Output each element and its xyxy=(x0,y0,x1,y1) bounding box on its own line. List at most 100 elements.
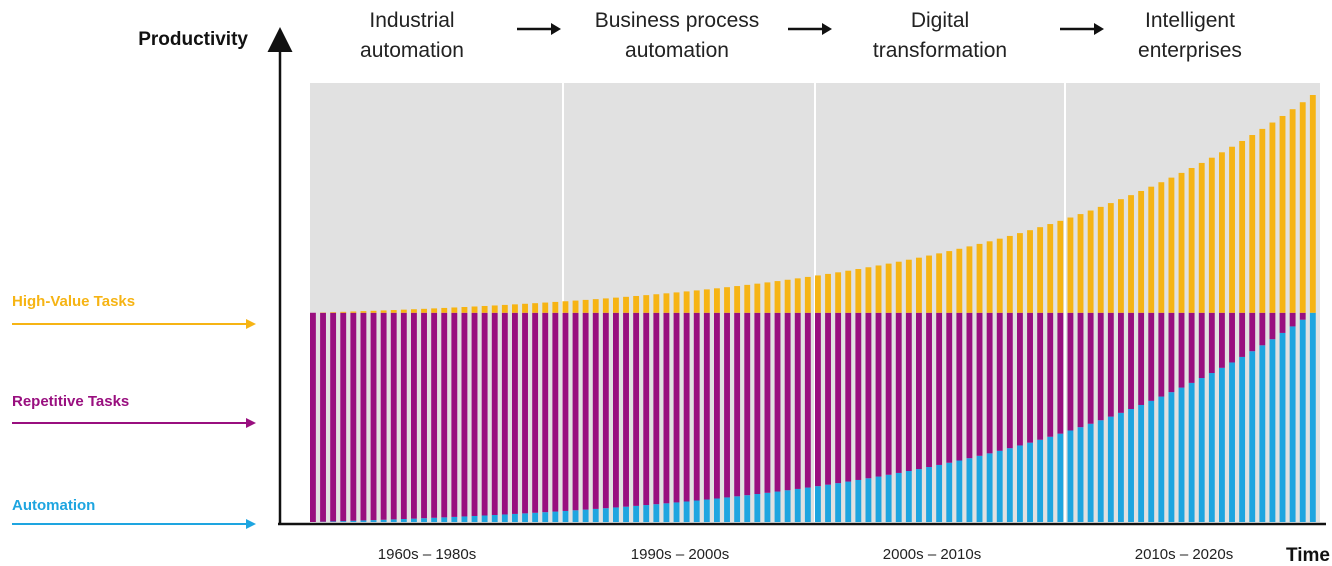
era-header-1: Business process automation xyxy=(595,9,760,62)
era-arrow-icon xyxy=(517,23,561,35)
bar-segment-repetitive xyxy=(1249,312,1256,352)
bar-48 xyxy=(794,278,801,522)
bar-segment-automation xyxy=(552,511,559,522)
bar-65 xyxy=(966,246,973,522)
bar-21 xyxy=(522,303,528,522)
bar-segment-repetitive xyxy=(926,312,932,468)
bar-segment-high-value xyxy=(734,286,741,313)
bar-96 xyxy=(1279,115,1286,522)
bar-segment-high-value xyxy=(1188,167,1195,313)
bar-segment-high-value xyxy=(905,259,912,313)
bar-segment-automation xyxy=(895,472,902,522)
bar-segment-automation xyxy=(835,483,842,522)
bar-90 xyxy=(1219,152,1225,522)
bar-85 xyxy=(1168,177,1175,522)
bar-56 xyxy=(875,265,882,522)
bar-segment-automation xyxy=(411,518,417,522)
bar-segment-high-value xyxy=(532,303,539,313)
bar-segment-repetitive xyxy=(875,312,882,477)
bar-segment-repetitive xyxy=(400,312,407,519)
legend-arrowhead-icon xyxy=(246,319,256,329)
bar-segment-repetitive xyxy=(1077,312,1084,428)
bar-segment-repetitive xyxy=(815,312,821,487)
bar-segment-automation xyxy=(1107,416,1114,522)
legend-label: Automation xyxy=(12,497,95,514)
bar-segment-repetitive xyxy=(956,312,963,461)
bar-segment-high-value xyxy=(552,301,559,313)
bar-91 xyxy=(1229,146,1235,522)
bar-52 xyxy=(835,272,842,522)
bar-segment-high-value xyxy=(885,263,892,313)
bar-segment-high-value xyxy=(400,309,407,313)
bar-segment-repetitive xyxy=(340,312,347,522)
bar-segment-repetitive xyxy=(1239,312,1246,357)
legend-repetitive: Repetitive Tasks xyxy=(12,393,256,428)
bar-89 xyxy=(1208,157,1215,522)
bar-26 xyxy=(572,300,579,522)
bar-segment-repetitive xyxy=(885,312,892,475)
bar-segment-automation xyxy=(764,492,771,522)
bar-segment-automation xyxy=(1259,345,1266,522)
bar-segment-automation xyxy=(602,508,609,522)
bar-segment-automation xyxy=(875,476,882,522)
bar-segment-high-value xyxy=(1289,109,1296,313)
bar-segment-repetitive xyxy=(653,312,660,505)
era-arrow-icon xyxy=(1060,23,1104,35)
era-header-3: Intelligent enterprises xyxy=(1138,9,1242,62)
bar-38 xyxy=(693,290,700,522)
bar-53 xyxy=(845,270,852,522)
bar-segment-repetitive xyxy=(1219,312,1225,368)
bar-55 xyxy=(865,267,872,522)
era-label-line2: automation xyxy=(360,39,464,62)
bar-segment-high-value xyxy=(461,307,468,313)
bar-segment-high-value xyxy=(411,309,417,313)
bar-segment-repetitive xyxy=(683,312,690,502)
bar-segment-automation xyxy=(512,513,518,522)
bar-87 xyxy=(1188,167,1195,522)
bar-segment-repetitive xyxy=(825,312,831,485)
y-axis-label: Productivity xyxy=(138,29,248,50)
bar-segment-repetitive xyxy=(784,312,791,491)
bar-segment-repetitive xyxy=(411,312,417,519)
bar-segment-repetitive xyxy=(714,312,720,499)
bar-segment-automation xyxy=(582,509,589,522)
bar-88 xyxy=(1198,162,1205,522)
period-label: 1960s – 1980s xyxy=(378,546,476,563)
bar-segment-high-value xyxy=(471,306,478,313)
bar-segment-repetitive xyxy=(330,312,337,522)
bar-31 xyxy=(623,296,629,522)
bar-segment-high-value xyxy=(623,296,629,313)
bar-segment-high-value xyxy=(1178,172,1185,313)
bar-segment-high-value xyxy=(996,238,1003,313)
bar-segment-high-value xyxy=(663,293,670,313)
bar-segment-repetitive xyxy=(1259,312,1266,346)
period-label: 2010s – 2020s xyxy=(1135,546,1233,563)
bar-73 xyxy=(1047,224,1054,522)
bar-segment-repetitive xyxy=(441,312,448,518)
bar-segment-high-value xyxy=(794,278,801,313)
bar-segment-automation xyxy=(1188,382,1195,522)
bar-59 xyxy=(905,259,912,522)
bar-segment-repetitive xyxy=(794,312,801,489)
bar-10 xyxy=(411,309,417,522)
bar-segment-repetitive xyxy=(552,312,559,512)
bar-segment-automation xyxy=(431,517,438,522)
bar-segment-repetitive xyxy=(1198,312,1205,379)
bar-segment-automation xyxy=(400,519,407,522)
bar-4 xyxy=(350,311,357,522)
bar-45 xyxy=(764,282,771,522)
bar-36 xyxy=(673,292,680,522)
bar-segment-automation xyxy=(522,513,528,522)
bar-62 xyxy=(936,253,943,522)
bar-segment-high-value xyxy=(815,275,821,313)
era-label-line2: automation xyxy=(625,39,729,62)
bar-segment-repetitive xyxy=(613,312,619,508)
bar-74 xyxy=(1057,220,1064,522)
bar-segment-automation xyxy=(905,471,912,522)
bar-2 xyxy=(330,312,337,522)
bar-segment-repetitive xyxy=(663,312,670,504)
bar-16 xyxy=(471,306,478,522)
bar-segment-automation xyxy=(825,484,831,522)
bar-32 xyxy=(633,295,640,522)
bar-segment-repetitive xyxy=(431,312,438,518)
